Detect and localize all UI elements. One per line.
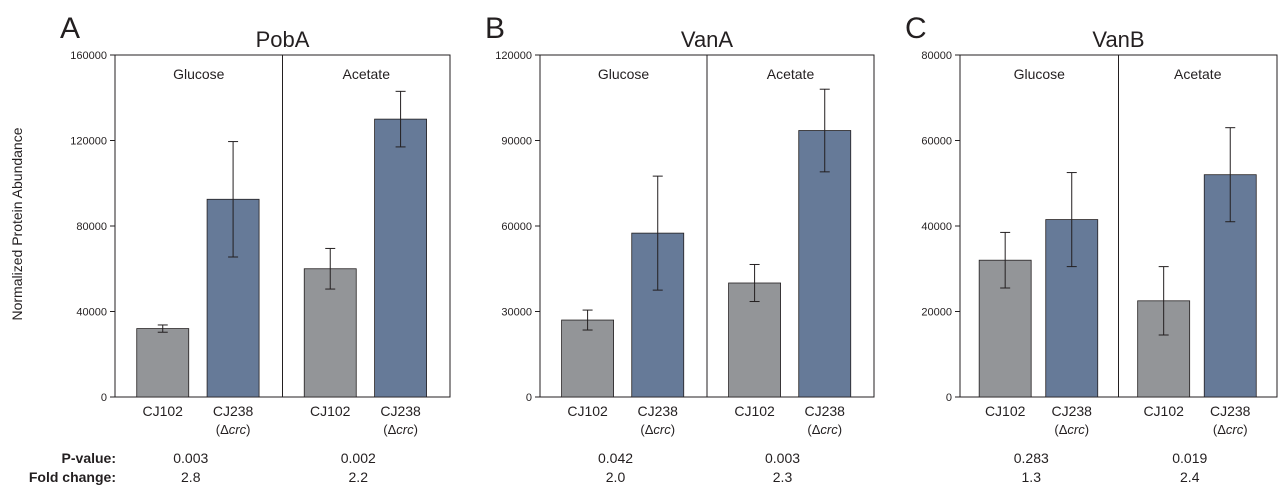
sublabel-suffix: ) xyxy=(671,422,675,437)
bar xyxy=(798,130,852,398)
panel-letter: C xyxy=(905,12,927,45)
y-tick-label: 40000 xyxy=(76,307,107,319)
group-label: Glucose xyxy=(598,66,650,82)
y-tick-label: 0 xyxy=(526,392,532,404)
group-label: Acetate xyxy=(1174,66,1222,82)
fold-change: 2.4 xyxy=(1180,469,1200,485)
x-tick-sublabel: (Δcrc) xyxy=(1213,422,1248,437)
sublabel-gene: crc xyxy=(820,422,838,437)
pvalue: 0.002 xyxy=(340,450,376,466)
fold-change: 2.3 xyxy=(772,469,793,485)
chart-title: VanA xyxy=(681,27,734,52)
x-tick-label: CJ102 xyxy=(143,403,184,419)
group-label: Acetate xyxy=(767,66,815,82)
x-tick-label: CJ238 xyxy=(380,403,421,419)
y-tick-label: 60000 xyxy=(501,221,532,233)
x-tick-label: CJ102 xyxy=(1143,403,1184,419)
sublabel-gene: crc xyxy=(653,422,671,437)
sublabel-suffix: ) xyxy=(1243,422,1247,437)
x-tick-sublabel: (Δcrc) xyxy=(807,422,842,437)
x-tick-label: CJ102 xyxy=(985,403,1026,419)
fold-change: 1.3 xyxy=(1021,469,1041,485)
sublabel-gene: crc xyxy=(229,422,247,437)
x-tick-label: CJ102 xyxy=(734,403,775,419)
sublabel-prefix: (Δ xyxy=(216,422,229,437)
sublabel-gene: crc xyxy=(396,422,414,437)
sublabel-prefix: (Δ xyxy=(807,422,820,437)
fold-change: 2.0 xyxy=(605,469,626,485)
x-tick-label: CJ238 xyxy=(213,403,254,419)
fold-change-label: Fold change: xyxy=(28,469,116,485)
pvalue: 0.003 xyxy=(173,450,209,466)
bar xyxy=(303,268,357,398)
sublabel-prefix: (Δ xyxy=(1054,422,1067,437)
x-tick-label: CJ102 xyxy=(310,403,351,419)
sublabel-suffix: ) xyxy=(838,422,842,437)
sublabel-suffix: ) xyxy=(414,422,418,437)
sublabel-prefix: (Δ xyxy=(640,422,653,437)
x-tick-sublabel: (Δcrc) xyxy=(1054,422,1089,437)
bar xyxy=(374,118,427,398)
y-tick-label: 0 xyxy=(946,392,952,404)
pvalue-label: P-value: xyxy=(61,450,116,466)
x-tick-label: CJ238 xyxy=(805,403,846,419)
bar xyxy=(136,328,190,398)
y-tick-label: 120000 xyxy=(495,50,532,62)
x-tick-label: CJ238 xyxy=(1052,403,1093,419)
pvalue: 0.042 xyxy=(597,450,634,466)
panel-letter: B xyxy=(485,12,505,45)
sublabel-suffix: ) xyxy=(1085,422,1089,437)
sublabel-prefix: (Δ xyxy=(1213,422,1226,437)
pvalue: 0.283 xyxy=(1013,450,1049,466)
y-tick-label: 30000 xyxy=(501,307,532,319)
sublabel-gene: crc xyxy=(1226,422,1244,437)
y-tick-label: 120000 xyxy=(70,136,107,148)
chart-title: PobA xyxy=(256,27,310,52)
x-tick-sublabel: (Δcrc) xyxy=(640,422,675,437)
panel-letter: A xyxy=(60,12,80,45)
pvalue-row: P-value: 0.003 0.002 0.042 0.003 0.283 0.019 xyxy=(0,450,1282,468)
chart-title: VanB xyxy=(1092,27,1144,52)
y-tick-label: 160000 xyxy=(70,50,107,62)
fold-change: 2.8 xyxy=(181,469,201,485)
fold-change: 2.2 xyxy=(348,469,368,485)
fold-change-row: Fold change: 2.8 2.2 2.0 2.3 1.3 2.4 xyxy=(0,469,1282,487)
bar xyxy=(561,319,614,398)
y-tick-label: 40000 xyxy=(921,221,952,233)
panel-b: B VanA 0 30000 60000 90000 120000 Glucose CJ102 C… xyxy=(485,12,875,437)
y-tick-label: 80000 xyxy=(921,50,952,62)
group-label: Glucose xyxy=(173,66,225,82)
sublabel-suffix: ) xyxy=(246,422,250,437)
y-tick-label: 80000 xyxy=(76,221,107,233)
sublabel-gene: crc xyxy=(1067,422,1085,437)
x-tick-label: CJ102 xyxy=(567,403,608,419)
x-tick-sublabel: (Δcrc) xyxy=(383,422,418,437)
group-label: Glucose xyxy=(1014,66,1066,82)
pvalue: 0.003 xyxy=(764,450,801,466)
panel-a: A PobA 0 40000 80000 120000 160000 Glucose CJ102… xyxy=(60,12,451,437)
group-label: Acetate xyxy=(343,66,391,82)
x-tick-sublabel: (Δcrc) xyxy=(216,422,251,437)
pvalue: 0.019 xyxy=(1172,450,1208,466)
x-tick-label: CJ238 xyxy=(1210,403,1251,419)
y-tick-label: 90000 xyxy=(501,136,532,148)
sublabel-prefix: (Δ xyxy=(383,422,396,437)
x-tick-label: CJ238 xyxy=(638,403,679,419)
y-tick-label: 0 xyxy=(101,392,107,404)
panel-c: C VanB 0 20000 40000 60000 80000 Glucose CJ102 CJ… xyxy=(905,12,1278,437)
y-axis-label: Normalized Protein Abundance xyxy=(9,127,25,320)
y-tick-label: 20000 xyxy=(921,307,952,319)
y-tick-label: 60000 xyxy=(921,136,952,148)
